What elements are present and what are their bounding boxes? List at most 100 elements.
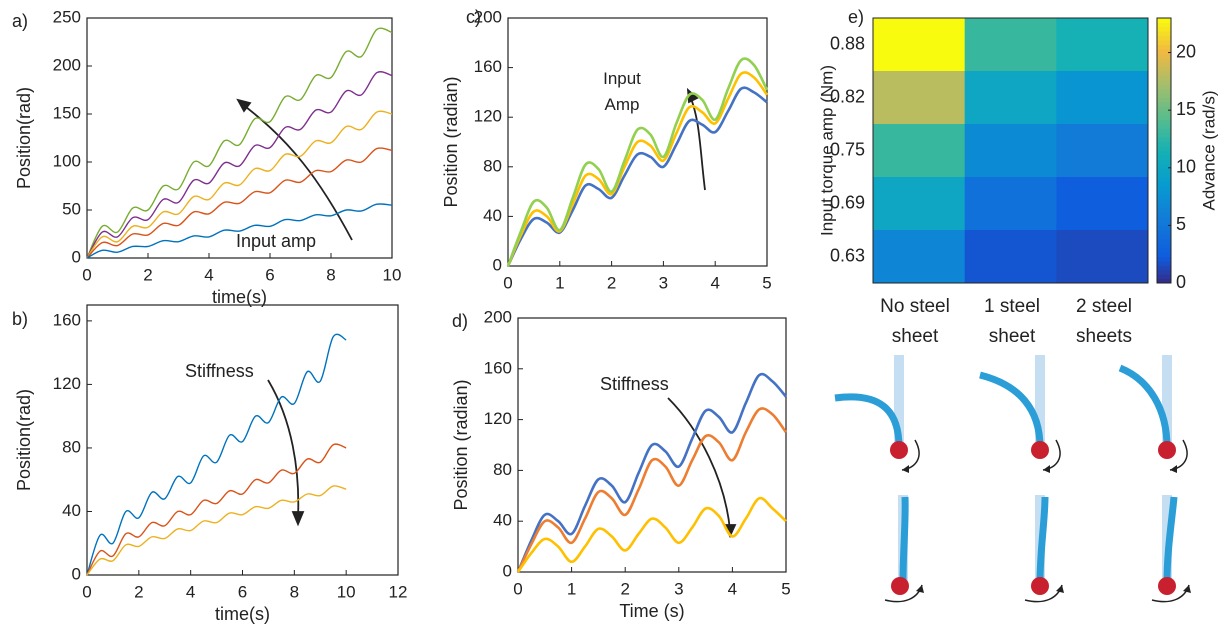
plot-frame (517, 317, 787, 573)
x-tick-label: 2 (143, 265, 152, 284)
x-tick-label: 5 (781, 579, 790, 598)
series-line (516, 496, 787, 573)
sketches (834, 355, 1191, 603)
colorbar-step (1157, 22, 1171, 28)
colorbar-step (1157, 185, 1171, 191)
series-line (516, 407, 788, 573)
heatmap-cell (873, 124, 966, 178)
y-tick-label: 100 (53, 151, 81, 170)
heatmap-cell (1056, 18, 1149, 72)
column-label: 2 steel sheets (1076, 296, 1132, 347)
colorbar-tick-label: 5 (1176, 214, 1186, 234)
y-tick-label: 160 (53, 310, 81, 329)
panel-label: a) (12, 11, 28, 31)
colorbar-step (1157, 154, 1171, 160)
colorbar-tick-label: 0 (1176, 272, 1186, 292)
x-tick-label: 0 (503, 273, 512, 292)
colorbar-step (1157, 194, 1171, 200)
y-tick-label: 40 (493, 511, 512, 530)
y-axis-label: Input torque amp (Nm) (817, 65, 836, 236)
x-tick-label: 5 (762, 273, 771, 292)
colorbar-step (1157, 199, 1171, 204)
colorbar-step (1157, 18, 1171, 23)
colorbar-step (1157, 221, 1171, 227)
y-tick-label: 40 (483, 206, 502, 225)
colorbar-step (1157, 66, 1171, 72)
series-line (86, 110, 393, 259)
column-label: No steel sheet (880, 296, 950, 347)
y-tick-label: 250 (53, 7, 81, 26)
colorbar-step (1157, 110, 1171, 116)
x-tick-label: 4 (728, 579, 737, 598)
y-tick-label: 0 (493, 255, 502, 274)
x-tick-label: 6 (265, 265, 274, 284)
x-tick-label: 0 (82, 582, 91, 601)
colorbar-step (1157, 168, 1171, 174)
colorbar-step (1157, 190, 1171, 196)
colorbar-step (1157, 44, 1171, 50)
x-tick-label: 10 (337, 582, 356, 601)
colorbar-step (1157, 177, 1171, 182)
colorbar-step (1157, 115, 1171, 121)
colorbar-step (1157, 260, 1171, 266)
colorbar-step (1157, 35, 1171, 41)
y-tick-label: 80 (493, 460, 512, 479)
heatmap-cell (1056, 71, 1149, 125)
heatmap-cell (1056, 177, 1149, 231)
colorbar-step (1157, 40, 1171, 45)
plot-frame (86, 304, 399, 576)
colorbar-tick-label: 10 (1176, 157, 1196, 177)
colorbar-frame (1156, 17, 1172, 284)
colorbar-step (1157, 84, 1171, 90)
colorbar-step (1157, 62, 1171, 68)
y-tick-label: 0.63 (830, 245, 865, 265)
y-tick-label: 0 (72, 247, 81, 266)
x-tick-label: 2 (134, 582, 143, 601)
colorbar-step (1157, 274, 1171, 280)
panel-label: d) (452, 311, 468, 331)
colorbar-step (1157, 163, 1171, 169)
colorbar-step (1157, 243, 1171, 249)
series-line (506, 57, 769, 267)
heatmap-cell (1056, 230, 1149, 284)
x-tick-label: 8 (326, 265, 335, 284)
colorbar-step (1157, 137, 1171, 143)
colorbar-step (1157, 48, 1171, 54)
y-tick-label: 120 (53, 374, 81, 393)
annotation-arrows (236, 87, 737, 539)
colorbar-step (1157, 101, 1171, 107)
colorbar-step (1157, 128, 1171, 134)
colorbar-step (1157, 256, 1171, 262)
x-tick-label: 0 (82, 265, 91, 284)
colorbar-step (1157, 71, 1171, 76)
y-tick-label: 50 (62, 199, 81, 218)
colorbar-step (1157, 119, 1171, 125)
y-tick-label: 0 (72, 564, 81, 583)
colorbar-step (1157, 203, 1171, 209)
y-tick-label: 200 (474, 7, 502, 26)
heatmap-cell (964, 71, 1057, 125)
x-tick-label: 1 (567, 579, 576, 598)
colorbar-step (1157, 265, 1171, 271)
y-tick-label: 0.82 (830, 86, 865, 106)
colorbar-step (1157, 269, 1171, 275)
y-tick-label: 120 (474, 107, 502, 126)
x-axis-label: Time (s) (619, 601, 684, 621)
heatmap-cell (873, 177, 966, 231)
series-line (506, 86, 768, 267)
x-tick-label: 8 (290, 582, 299, 601)
series-line (86, 443, 347, 576)
x-tick-label: 1 (555, 273, 564, 292)
y-tick-label: 0.69 (830, 192, 865, 212)
x-tick-label: 3 (674, 579, 683, 598)
y-tick-label: 150 (53, 103, 81, 122)
x-tick-label: 2 (607, 273, 616, 292)
x-tick-label: 6 (238, 582, 247, 601)
colorbar-step (1157, 26, 1171, 32)
x-axis-label: time(s) (215, 604, 270, 624)
colorbar-step (1157, 238, 1171, 244)
series-line (506, 71, 769, 267)
panel-label: c) (466, 7, 481, 27)
